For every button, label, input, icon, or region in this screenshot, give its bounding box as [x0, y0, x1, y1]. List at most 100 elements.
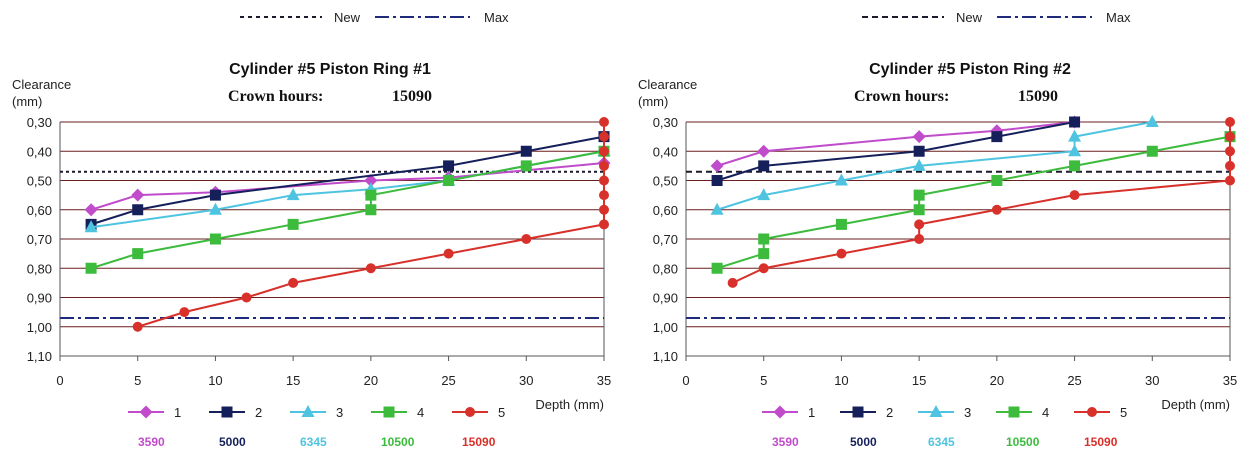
legend-label-3: 3 — [964, 405, 971, 420]
legend-label-3: 3 — [336, 405, 343, 420]
legend-label-4: 4 — [1042, 405, 1049, 420]
y-tick-label: 0,50 — [653, 174, 678, 189]
data-point-series-1 — [364, 174, 378, 187]
y-tick-label: 0,70 — [27, 232, 52, 247]
new-legend-label: New — [334, 10, 361, 25]
data-point-series-5 — [1225, 146, 1235, 157]
x-tick-label: 5 — [134, 373, 141, 388]
data-point-series-2 — [443, 160, 455, 172]
data-point-series-4 — [913, 189, 925, 201]
y-tick-label: 0,50 — [27, 174, 52, 189]
x-tick-label: 0 — [56, 373, 63, 388]
y-tick-label: 1,00 — [27, 320, 52, 335]
data-point-series-3 — [912, 158, 926, 171]
data-point-series-2 — [913, 145, 925, 157]
legend-marker-1 — [773, 405, 787, 419]
data-point-series-5 — [599, 204, 609, 215]
data-point-series-3 — [1145, 115, 1159, 127]
data-point-series-3 — [1068, 144, 1082, 157]
data-point-series-5 — [599, 117, 609, 127]
data-point-series-2 — [209, 189, 221, 201]
legend-label-5: 5 — [1120, 405, 1127, 420]
data-point-series-4 — [913, 204, 925, 216]
y-axis-label: Clearance — [12, 77, 71, 92]
y-tick-label: 0,40 — [27, 144, 52, 159]
legend-label-5: 5 — [498, 405, 505, 420]
legend-label-2: 2 — [255, 405, 262, 420]
data-point-series-4 — [711, 262, 723, 274]
legend-hours-1: 3590 — [772, 435, 799, 449]
data-point-series-1 — [710, 159, 724, 173]
y-tick-label: 0,40 — [653, 144, 678, 159]
series-line-5 — [137, 122, 605, 328]
data-point-series-4 — [1069, 160, 1081, 172]
x-tick-label: 30 — [1145, 373, 1159, 388]
legend-marker-2 — [221, 406, 233, 418]
y-tick-label: 0,90 — [27, 291, 52, 306]
series-line-1 — [716, 121, 1075, 167]
data-point-series-5 — [599, 160, 609, 171]
data-point-series-1 — [757, 144, 771, 158]
data-point-series-5 — [1069, 190, 1080, 201]
legend-marker-3 — [301, 405, 315, 417]
data-point-series-5 — [288, 277, 299, 288]
data-point-series-2 — [132, 204, 144, 216]
data-point-series-5 — [599, 190, 609, 201]
data-point-series-2 — [758, 160, 770, 172]
data-point-series-5 — [521, 234, 532, 244]
legend-hours-3: 6345 — [928, 435, 955, 449]
y-tick-label: 0,80 — [27, 261, 52, 276]
x-tick-label: 20 — [364, 373, 378, 388]
data-point-series-2 — [711, 175, 723, 186]
legend-hours-3: 6345 — [300, 435, 327, 449]
legend-marker-1 — [139, 405, 153, 419]
legend-hours-5: 15090 — [1084, 435, 1118, 449]
data-point-series-4 — [365, 189, 377, 201]
y-axis-label-unit: (mm) — [12, 94, 42, 109]
data-point-series-2 — [1069, 116, 1081, 128]
data-point-series-5 — [132, 321, 143, 332]
data-point-series-4 — [758, 233, 770, 245]
y-tick-label: 0,30 — [653, 115, 678, 130]
chart-ring-1: New Max Cylinder #5 Piston Ring #1 Crown ho… — [12, 10, 611, 449]
data-point-series-5 — [599, 175, 609, 186]
y-tick-label: 0,60 — [27, 203, 52, 218]
data-point-series-5 — [836, 248, 847, 259]
data-point-series-4 — [443, 175, 455, 186]
crown-hours-value: 15090 — [1018, 88, 1058, 105]
data-point-series-4 — [365, 204, 377, 216]
x-axis-label: Depth (mm) — [535, 397, 604, 412]
x-tick-label: 10 — [208, 373, 222, 388]
legend-marker-4 — [1008, 406, 1020, 418]
legend-marker-2 — [852, 406, 864, 418]
x-tick-label: 35 — [1223, 373, 1237, 388]
chart-title: Cylinder #5 Piston Ring #1 — [229, 61, 431, 78]
data-point-series-3 — [834, 173, 848, 186]
data-point-series-4 — [85, 262, 97, 274]
y-tick-label: 1,10 — [653, 349, 678, 364]
x-tick-label: 25 — [1067, 373, 1081, 388]
legend-hours-4: 10500 — [1006, 435, 1040, 449]
y-tick-label: 0,60 — [653, 203, 678, 218]
y-tick-label: 0,30 — [27, 115, 52, 130]
x-tick-label: 35 — [597, 373, 611, 388]
data-point-series-5 — [443, 248, 454, 259]
y-tick-label: 0,80 — [653, 261, 678, 276]
y-tick-label: 0,70 — [653, 232, 678, 247]
data-point-series-3 — [757, 188, 771, 201]
data-point-series-4 — [132, 248, 144, 260]
series-line-4 — [716, 135, 1231, 270]
data-point-series-3 — [286, 188, 300, 201]
x-tick-label: 0 — [682, 373, 689, 388]
data-point-series-5 — [758, 263, 769, 274]
y-tick-label: 1,10 — [27, 349, 52, 364]
legend-marker-5 — [1087, 407, 1097, 417]
legend-marker-5 — [465, 407, 475, 417]
legend-label-2: 2 — [886, 405, 893, 420]
data-point-series-4 — [835, 218, 847, 230]
data-point-series-4 — [287, 218, 299, 230]
data-point-series-5 — [599, 219, 609, 230]
y-tick-label: 1,00 — [653, 320, 678, 335]
data-point-series-4 — [520, 160, 532, 172]
crown-hours-label: Crown hours: — [854, 88, 949, 105]
